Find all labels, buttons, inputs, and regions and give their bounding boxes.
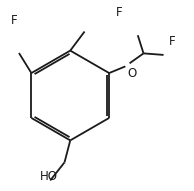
Text: O: O: [128, 67, 137, 80]
Text: HO: HO: [40, 170, 58, 183]
Text: F: F: [116, 6, 122, 19]
Text: F: F: [11, 14, 17, 27]
Text: F: F: [169, 35, 176, 48]
